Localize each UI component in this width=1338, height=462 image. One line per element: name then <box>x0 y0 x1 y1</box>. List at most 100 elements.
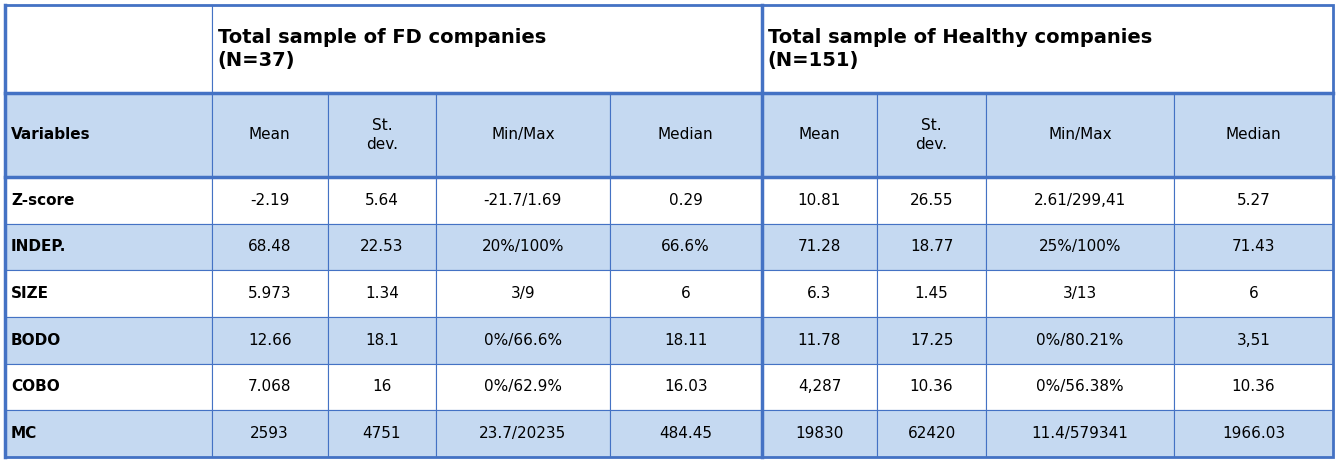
Text: 5.973: 5.973 <box>248 286 292 301</box>
Bar <box>610 177 761 224</box>
Text: 4751: 4751 <box>363 426 401 441</box>
Text: 62420: 62420 <box>907 426 955 441</box>
Text: 10.36: 10.36 <box>910 379 954 395</box>
Bar <box>436 364 610 410</box>
Text: 17.25: 17.25 <box>910 333 953 348</box>
Bar <box>328 410 436 457</box>
Bar <box>211 364 328 410</box>
Text: Median: Median <box>658 128 713 142</box>
Text: 25%/100%: 25%/100% <box>1038 239 1121 255</box>
Bar <box>878 270 986 317</box>
Bar <box>878 364 986 410</box>
Bar <box>436 317 610 364</box>
Bar <box>610 270 761 317</box>
Bar <box>986 410 1173 457</box>
Text: 0%/80.21%: 0%/80.21% <box>1036 333 1124 348</box>
Bar <box>211 410 328 457</box>
Text: -21.7/1.69: -21.7/1.69 <box>484 193 562 207</box>
Text: 1.34: 1.34 <box>365 286 399 301</box>
Bar <box>610 317 761 364</box>
Text: 10.36: 10.36 <box>1231 379 1275 395</box>
Bar <box>436 177 610 224</box>
Text: Total sample of FD companies
(N=37): Total sample of FD companies (N=37) <box>218 28 546 70</box>
Text: 16.03: 16.03 <box>664 379 708 395</box>
Text: Variables: Variables <box>11 128 91 142</box>
Text: -2.19: -2.19 <box>250 193 289 207</box>
Text: 5.64: 5.64 <box>365 193 399 207</box>
Bar <box>986 177 1173 224</box>
Text: 6: 6 <box>681 286 690 301</box>
Text: SIZE: SIZE <box>11 286 50 301</box>
Text: 4,287: 4,287 <box>797 379 842 395</box>
Text: 18.77: 18.77 <box>910 239 953 255</box>
Text: 0.29: 0.29 <box>669 193 702 207</box>
Text: 3,51: 3,51 <box>1236 333 1270 348</box>
Text: 1.45: 1.45 <box>915 286 949 301</box>
Bar <box>761 93 878 177</box>
Text: BODO: BODO <box>11 333 62 348</box>
Text: Min/Max: Min/Max <box>1048 128 1112 142</box>
Bar <box>5 410 211 457</box>
Bar <box>5 224 211 270</box>
Bar <box>1173 93 1333 177</box>
Text: 22.53: 22.53 <box>360 239 404 255</box>
Bar <box>328 364 436 410</box>
Text: Min/Max: Min/Max <box>491 128 555 142</box>
Bar <box>878 177 986 224</box>
Text: 10.81: 10.81 <box>797 193 842 207</box>
Bar <box>1173 224 1333 270</box>
Text: 66.6%: 66.6% <box>661 239 710 255</box>
Bar <box>436 93 610 177</box>
Text: 12.66: 12.66 <box>248 333 292 348</box>
Text: COBO: COBO <box>11 379 60 395</box>
Bar <box>761 270 878 317</box>
Text: 1966.03: 1966.03 <box>1222 426 1284 441</box>
Bar <box>5 177 211 224</box>
Text: Z-score: Z-score <box>11 193 75 207</box>
Bar <box>328 317 436 364</box>
Text: Total sample of Healthy companies
(N=151): Total sample of Healthy companies (N=151… <box>768 28 1152 70</box>
Bar <box>5 5 211 93</box>
Bar <box>1173 177 1333 224</box>
Bar <box>1173 410 1333 457</box>
Text: 11.78: 11.78 <box>797 333 842 348</box>
Bar <box>211 5 761 93</box>
Bar <box>211 224 328 270</box>
Bar <box>5 364 211 410</box>
Bar <box>436 410 610 457</box>
Bar <box>211 270 328 317</box>
Text: 18.1: 18.1 <box>365 333 399 348</box>
Text: 6: 6 <box>1248 286 1258 301</box>
Text: 18.11: 18.11 <box>664 333 708 348</box>
Text: 26.55: 26.55 <box>910 193 953 207</box>
Text: 68.48: 68.48 <box>248 239 292 255</box>
Bar <box>878 224 986 270</box>
Text: 3/13: 3/13 <box>1062 286 1097 301</box>
Text: St.
dev.: St. dev. <box>915 118 947 152</box>
Bar <box>761 364 878 410</box>
Text: St.
dev.: St. dev. <box>365 118 397 152</box>
Text: INDEP.: INDEP. <box>11 239 67 255</box>
Bar <box>761 410 878 457</box>
Text: 2593: 2593 <box>250 426 289 441</box>
Bar <box>328 224 436 270</box>
Bar <box>1173 317 1333 364</box>
Bar <box>5 317 211 364</box>
Bar <box>986 224 1173 270</box>
Bar <box>761 177 878 224</box>
Bar <box>211 317 328 364</box>
Text: MC: MC <box>11 426 37 441</box>
Text: 0%/66.6%: 0%/66.6% <box>484 333 562 348</box>
Bar <box>986 364 1173 410</box>
Bar <box>986 317 1173 364</box>
Bar <box>878 93 986 177</box>
Bar <box>436 224 610 270</box>
Bar <box>328 270 436 317</box>
Bar <box>5 93 211 177</box>
Text: 6.3: 6.3 <box>807 286 832 301</box>
Text: 20%/100%: 20%/100% <box>482 239 565 255</box>
Bar <box>878 317 986 364</box>
Text: 484.45: 484.45 <box>660 426 712 441</box>
Text: 7.068: 7.068 <box>248 379 292 395</box>
Bar <box>1173 364 1333 410</box>
